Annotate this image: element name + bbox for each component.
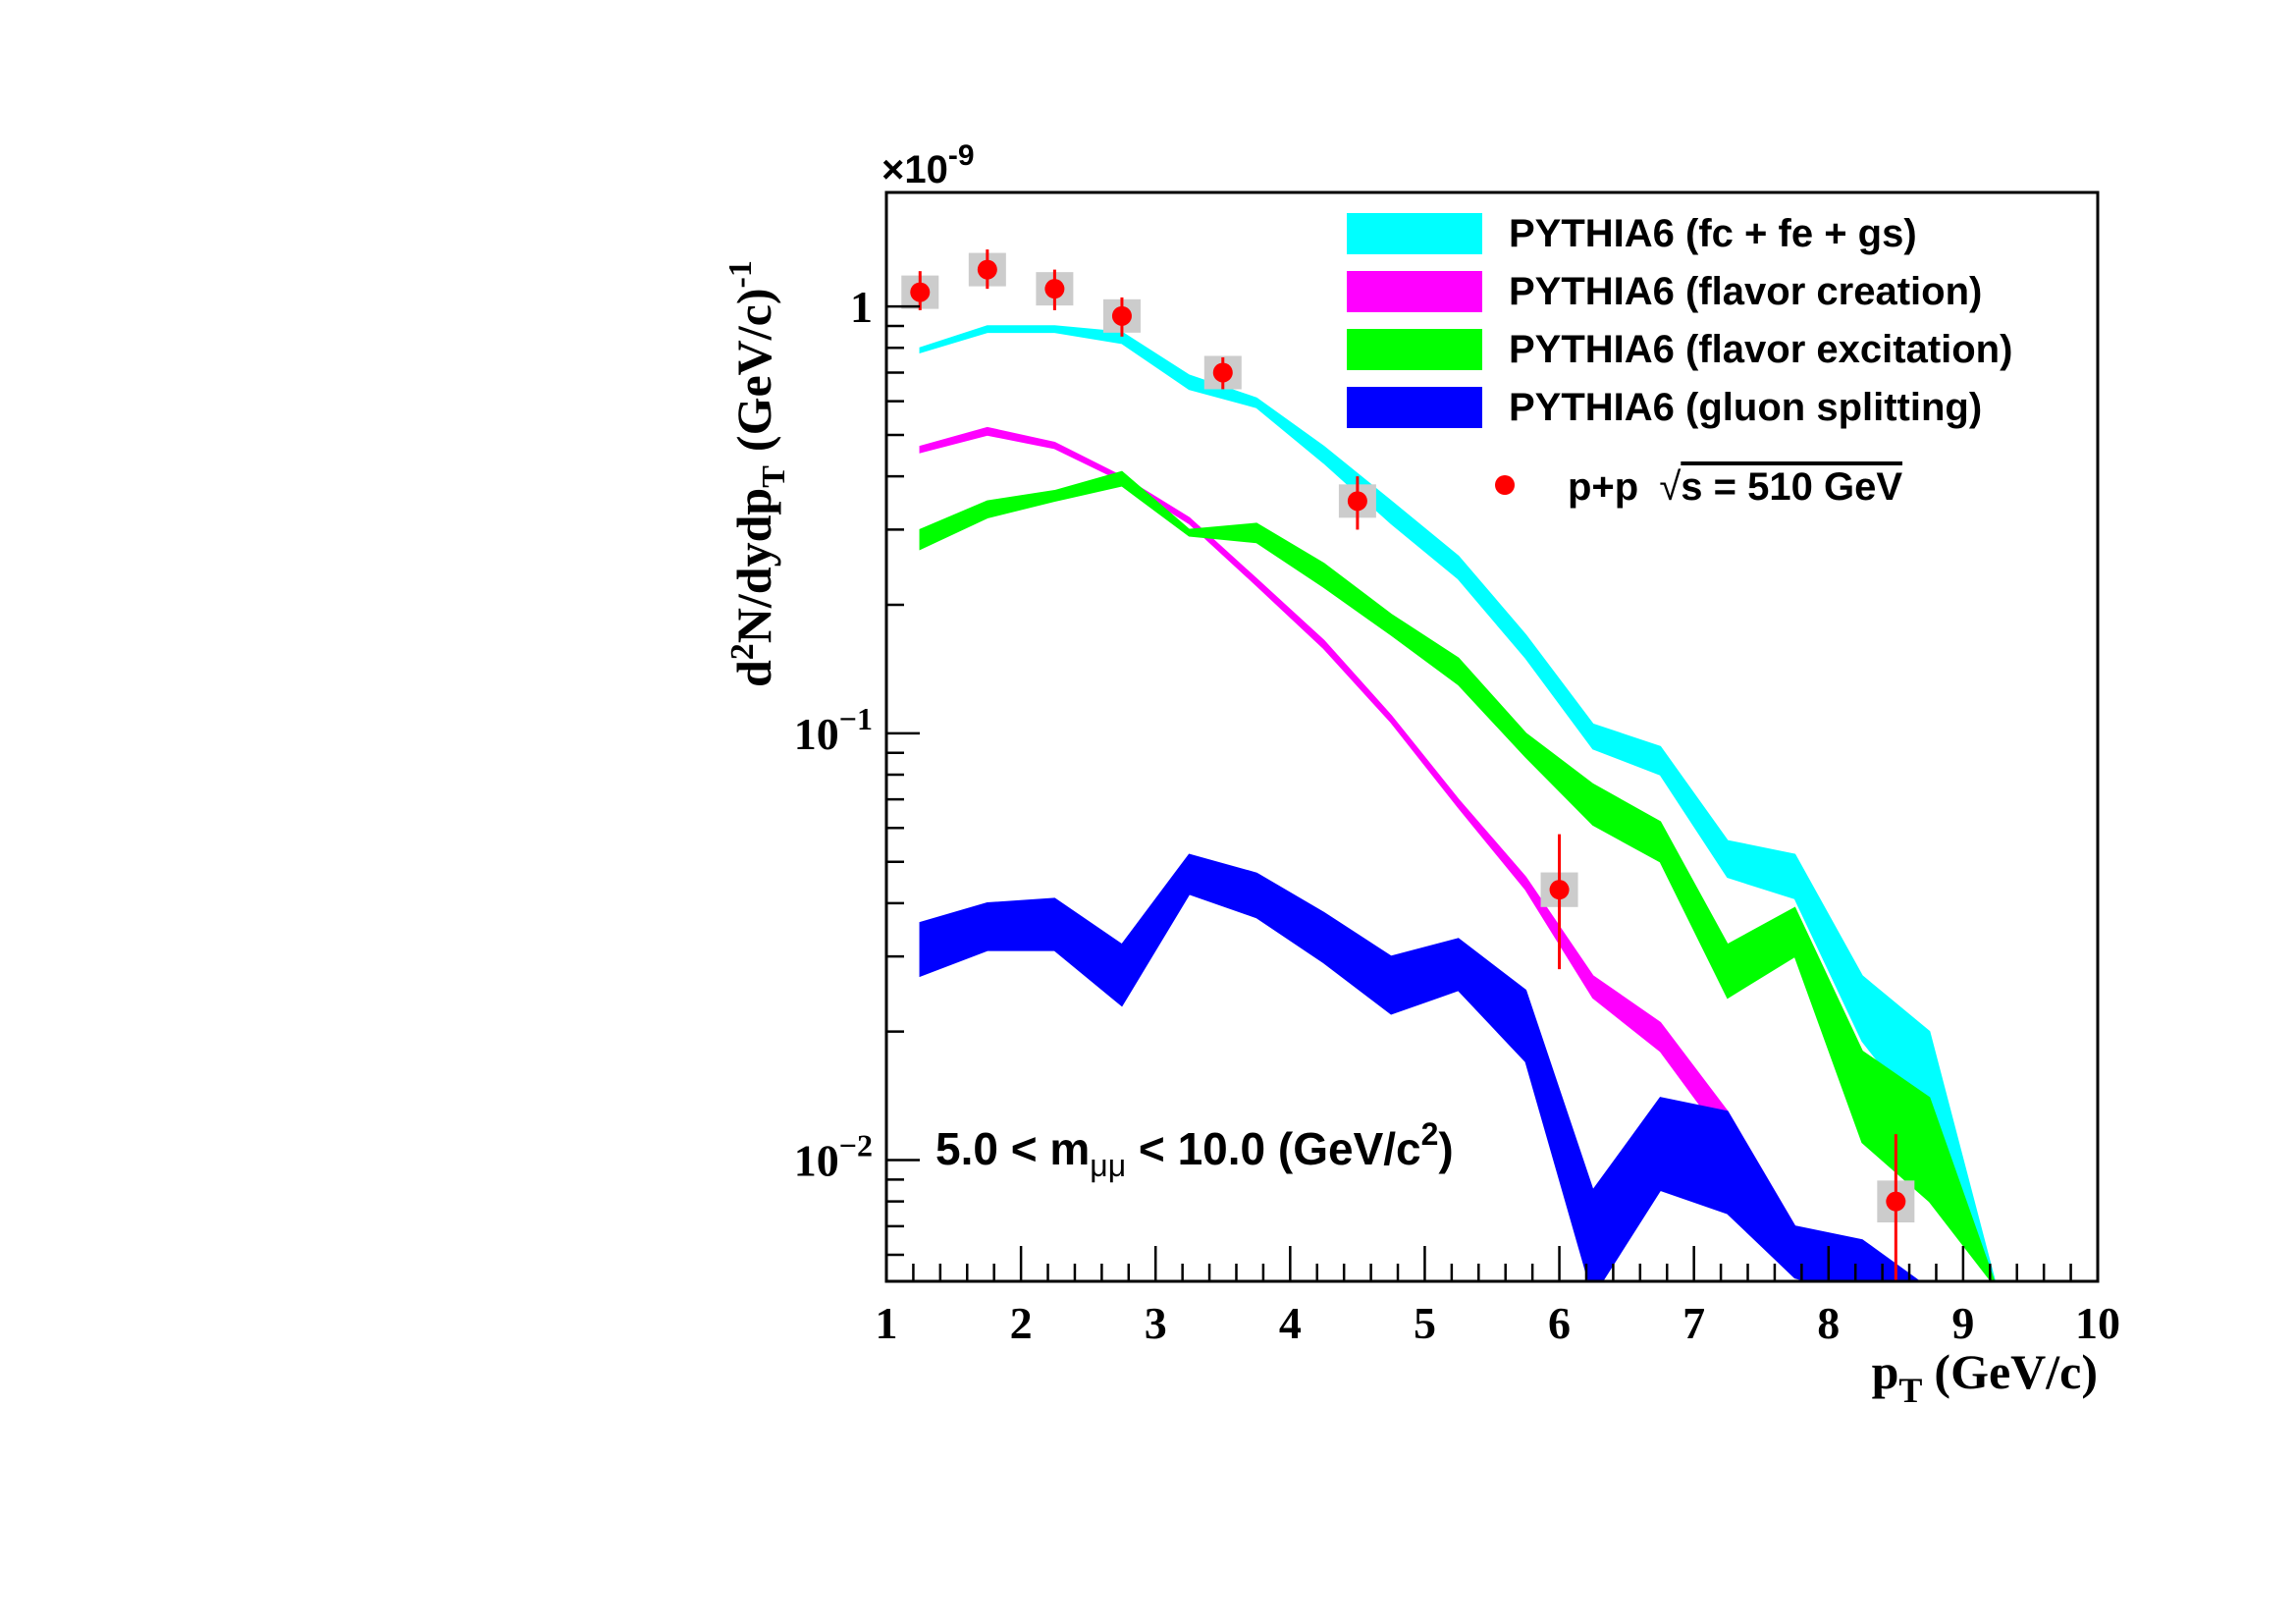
annotation-mid: < 10.0 (GeV/c — [1126, 1123, 1420, 1174]
y-axis: 1 10−1 10−2 — [794, 282, 920, 1257]
x-tick-label-5: 5 — [1414, 1298, 1436, 1348]
legend-swatch-gluon-splitting — [1347, 387, 1482, 428]
annotation-pre: 5.0 < m — [935, 1123, 1090, 1174]
y-axis-unit-sup: -1 — [722, 260, 759, 288]
x-tick-label-4: 4 — [1279, 1298, 1302, 1348]
model-bands — [919, 325, 1997, 1281]
y-axis-unit: (GeV/c) — [726, 288, 781, 452]
legend-swatch-flavor-creation — [1347, 271, 1482, 312]
x-tick-label-9: 9 — [1951, 1298, 1974, 1348]
x-tick-label-3: 3 — [1145, 1298, 1167, 1348]
y-multiplier-exp: -9 — [948, 139, 975, 172]
mass-range-annotation: 5.0 < mμμ < 10.0 (GeV/c2) — [935, 1116, 1454, 1183]
y-axis-label-sub: T — [756, 465, 792, 488]
x-tick-label-8: 8 — [1817, 1298, 1840, 1348]
legend-marker-data — [1495, 475, 1515, 495]
y-tick-label-1: 10−1 — [794, 701, 873, 759]
legend: PYTHIA6 (fc + fe + gs) PYTHIA6 (flavor c… — [1347, 212, 2012, 509]
y-axis-label-mid: N/dydp — [726, 488, 781, 643]
y-multiplier-x: × — [881, 148, 904, 191]
data-points — [901, 249, 1915, 1281]
band-flavor-excitation — [919, 470, 1996, 1281]
annotation-post: ) — [1438, 1123, 1453, 1174]
x-axis: 1 2 3 4 5 6 7 8 9 10 — [876, 1246, 2120, 1348]
data-point-0 — [910, 282, 931, 302]
x-axis-label: p — [1872, 1344, 1899, 1399]
legend-label-flavor-creation: PYTHIA6 (flavor creation) — [1509, 270, 1982, 313]
plot-frame — [884, 190, 2100, 1283]
legend-data-root: √ — [1659, 465, 1681, 509]
data-point-7 — [1886, 1191, 1906, 1212]
x-tick-label-7: 7 — [1682, 1298, 1705, 1348]
legend-data-pre: p+p — [1568, 465, 1649, 509]
x-tick-label-10: 10 — [2075, 1298, 2120, 1348]
y-axis-label-d: d — [726, 660, 781, 687]
data-point-5 — [1347, 491, 1367, 512]
data-point-2 — [1044, 279, 1065, 299]
annotation-sub: μμ — [1090, 1148, 1126, 1183]
x-axis-label-sub: T — [1898, 1371, 1922, 1410]
data-point-3 — [1111, 305, 1132, 326]
y-tick-label-0: 1 — [850, 282, 873, 332]
legend-label-flavor-excitation: PYTHIA6 (flavor excitation) — [1509, 328, 2012, 371]
x-axis-title: pT (GeV/c) — [1872, 1344, 2098, 1410]
y-axis-title: d2N/dydpT (GeV/c)-1 — [722, 260, 792, 687]
x-tick-label-6: 6 — [1548, 1298, 1571, 1348]
legend-swatch-flavor-excitation — [1347, 329, 1482, 370]
legend-data-post: s = 510 GeV — [1681, 465, 1902, 509]
data-point-1 — [977, 259, 997, 280]
legend-label-gluon-splitting: PYTHIA6 (gluon splitting) — [1509, 386, 1982, 429]
y-multiplier: ×10-9 — [881, 139, 975, 191]
x-tick-label-2: 2 — [1010, 1298, 1033, 1348]
x-axis-unit: (GeV/c) — [1934, 1344, 2098, 1399]
y-tick-label-2: 10−2 — [794, 1128, 873, 1186]
band-flavor-creation — [919, 426, 1856, 1281]
y-multiplier-base: 10 — [904, 148, 948, 191]
y-axis-label-sup: 2 — [724, 643, 761, 660]
legend-swatch-total — [1347, 213, 1482, 254]
annotation-sup: 2 — [1421, 1116, 1439, 1152]
legend-label-total: PYTHIA6 (fc + fe + gs) — [1509, 212, 1917, 255]
x-tick-label-1: 1 — [876, 1298, 898, 1348]
legend-label-data: p+p √s = 510 GeV — [1568, 465, 1902, 509]
band-gluon-splitting — [919, 853, 1921, 1281]
data-point-4 — [1212, 362, 1233, 383]
data-point-6 — [1549, 880, 1570, 900]
